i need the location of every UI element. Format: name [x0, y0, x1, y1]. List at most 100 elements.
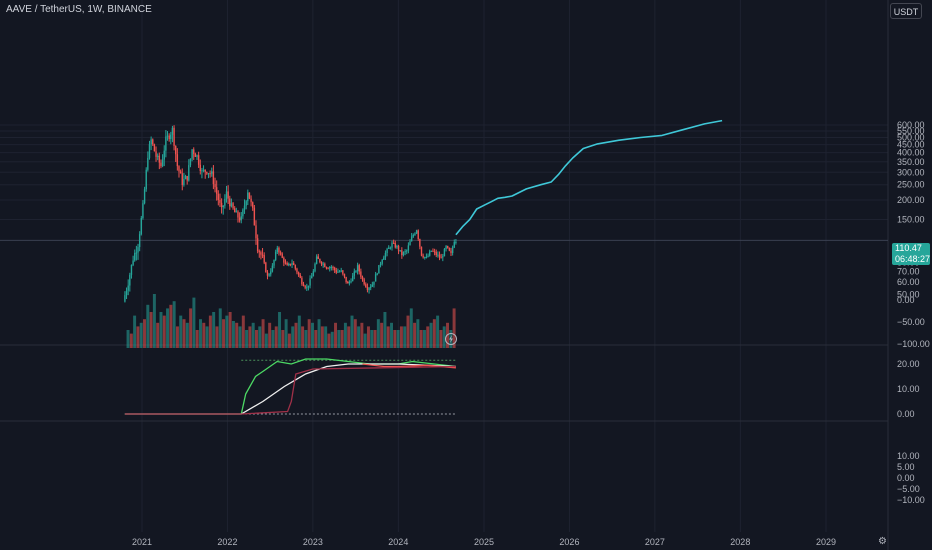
candle-body	[242, 209, 244, 217]
candle-body	[261, 254, 264, 256]
volume-bar	[310, 322, 314, 348]
candle-body	[247, 192, 249, 202]
candle-body	[435, 251, 437, 255]
volume-tick-label: 0.00	[897, 295, 915, 305]
candle-body	[166, 135, 169, 137]
x-tick-label: 2023	[303, 537, 323, 547]
candle-body	[204, 169, 206, 172]
volume-bar	[208, 315, 212, 348]
candle-body	[142, 203, 144, 218]
candle-body	[376, 273, 378, 275]
volume-bar	[264, 333, 268, 348]
volume-bar	[396, 330, 400, 348]
candle-body	[255, 225, 257, 239]
candle-body	[296, 268, 298, 273]
candle-body	[240, 216, 242, 221]
candle-body	[283, 257, 285, 263]
candle-body	[271, 265, 274, 272]
x-tick-label: 2029	[816, 537, 836, 547]
indicator-series-line	[124, 365, 456, 415]
price-tick-label: 50.00	[897, 289, 920, 299]
candle-body	[129, 274, 131, 286]
indicator-tick-label: 20.00	[897, 359, 920, 369]
volume-bar	[363, 333, 367, 348]
indicator-series-line	[124, 363, 456, 415]
candle-body	[235, 211, 238, 213]
bar-countdown: 06:48:27	[895, 254, 931, 264]
indicator-pane	[124, 358, 456, 415]
candle-body	[207, 173, 210, 175]
candle-body	[148, 144, 151, 158]
price-tick-label: 200.00	[897, 195, 925, 205]
price-tick-label: 70.00	[897, 267, 920, 277]
volume-bar	[169, 304, 173, 348]
candle-body	[260, 252, 262, 255]
volume-bar	[360, 322, 364, 348]
lightning-icon[interactable]	[445, 333, 457, 345]
candle-body	[140, 217, 142, 235]
candle-body	[281, 253, 283, 258]
volume-bar	[353, 319, 357, 348]
empty-pane-tick-label: 10.00	[897, 451, 920, 461]
candle-body	[147, 157, 149, 170]
candle-body	[381, 259, 383, 264]
candle-body	[450, 250, 452, 253]
candle-body	[330, 266, 333, 268]
candle-body	[138, 234, 141, 248]
price-tick-label: 60.00	[897, 277, 920, 287]
candle-body	[150, 139, 152, 145]
candle-body	[279, 252, 282, 254]
candle-body	[301, 277, 303, 285]
volume-bar	[393, 330, 397, 348]
volume-bar	[212, 312, 216, 348]
candle-body	[268, 274, 270, 276]
candle-body	[160, 162, 162, 167]
currency-label[interactable]: USDT	[890, 3, 922, 19]
candle-body	[201, 170, 203, 172]
candle-body	[406, 250, 408, 252]
price-tick-label: 450.00	[897, 140, 925, 150]
candle-body	[163, 150, 165, 160]
price-tick-label: 150.00	[897, 215, 925, 225]
x-tick-label: 2024	[388, 537, 408, 547]
candle-body	[196, 155, 198, 157]
indicator-tick-label: 10.00	[897, 384, 920, 394]
settings-icon[interactable]: ⚙	[878, 536, 887, 547]
candle-body	[417, 230, 419, 240]
symbol-title[interactable]: AAVE / TetherUS, 1W, BINANCE	[6, 4, 152, 15]
candle-body	[397, 245, 400, 251]
volume-bar	[373, 330, 377, 348]
candle-body	[360, 271, 362, 277]
candle-body	[401, 250, 403, 256]
candle-body	[319, 258, 321, 263]
volume-bar	[202, 322, 206, 348]
candle-body	[294, 264, 297, 269]
candle-body	[347, 282, 349, 284]
candle-body	[389, 247, 392, 249]
candle-body	[132, 260, 134, 265]
candle-body	[383, 257, 385, 260]
volume-bar	[139, 322, 143, 348]
x-tick-label: 2027	[645, 537, 665, 547]
candle-body	[220, 202, 223, 208]
volume-bar	[156, 322, 160, 348]
candle-body	[135, 252, 138, 254]
candle-body	[355, 271, 357, 273]
price-tick-label: 300.00	[897, 167, 925, 177]
volume-bar	[386, 326, 390, 348]
volume-bar	[294, 322, 298, 348]
volume-bar	[268, 322, 272, 348]
volume-bar	[432, 319, 436, 348]
volume-bar	[238, 326, 242, 348]
candle-body	[332, 266, 334, 268]
candle-body	[410, 236, 413, 242]
candle-body	[368, 287, 370, 291]
volume-bar	[143, 319, 146, 348]
volume-bar	[175, 326, 179, 348]
candle-body	[243, 205, 246, 210]
volume-bar	[429, 322, 433, 348]
candle-body	[245, 201, 247, 206]
candle-body	[414, 233, 416, 236]
candle-body	[134, 252, 136, 261]
